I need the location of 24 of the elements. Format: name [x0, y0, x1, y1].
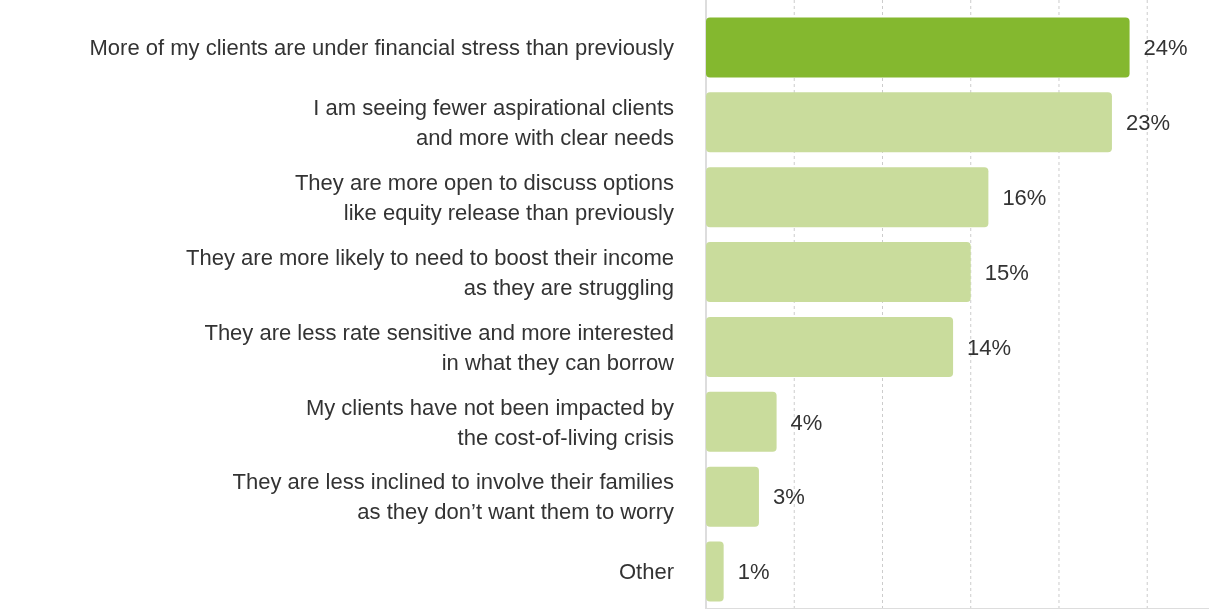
- bar: [706, 316, 954, 377]
- bar: [706, 466, 759, 527]
- data-label: 24%: [1143, 35, 1188, 61]
- y-tick-label: They are less inclined to involve their families as they don’t want them to worry: [232, 469, 674, 525]
- data-label: 16%: [1002, 184, 1047, 210]
- data-label: 4%: [790, 409, 823, 435]
- data-label: 23%: [1125, 110, 1170, 136]
- data-label: 15%: [984, 259, 1029, 285]
- data-label: 1%: [737, 559, 770, 585]
- y-tick-label: They are more open to discuss options like equity release than previously: [294, 169, 674, 225]
- y-tick-label: My clients have not been impacted by the cost-of-living crisis: [305, 394, 674, 450]
- y-tick-label: More of my clients are under financial stress than previously: [89, 35, 674, 61]
- y-tick-label: They are more likely to need to boost their income as they are struggling: [186, 244, 674, 300]
- y-tick-label: Other: [618, 559, 674, 585]
- bar: [706, 242, 971, 303]
- y-tick-label: They are less rate sensitive and more interested in what they can borrow: [204, 319, 675, 375]
- bar: [706, 391, 777, 452]
- data-label: 14%: [967, 334, 1012, 360]
- y-tick-label: I am seeing fewer aspirational clients and more with clear needs: [313, 95, 674, 151]
- bar: [706, 541, 724, 602]
- data-label: 3%: [772, 484, 805, 510]
- bar: [706, 167, 989, 228]
- bar: [706, 17, 1130, 78]
- bar: [706, 92, 1112, 153]
